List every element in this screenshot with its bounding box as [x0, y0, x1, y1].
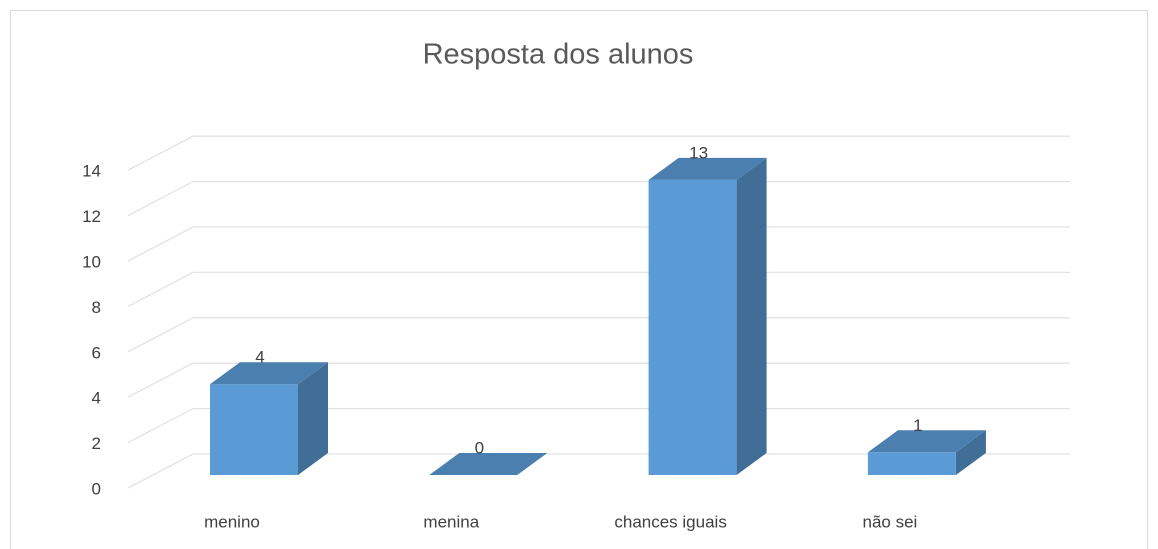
grid-line	[127, 407, 1070, 444]
value-label: 0	[475, 438, 484, 457]
value-label: 13	[689, 143, 708, 162]
bar-top	[210, 362, 328, 385]
y-tick-label: 8	[92, 298, 101, 317]
x-tick-label: menina	[423, 512, 479, 531]
bar	[867, 452, 956, 475]
bar-side	[298, 362, 328, 475]
y-tick-label: 4	[92, 389, 101, 408]
chart-title: Resposta dos alunos	[423, 39, 694, 71]
x-tick-label: menino	[204, 512, 260, 531]
y-tick-label: 12	[82, 207, 101, 226]
y-tick-label: 6	[92, 343, 101, 362]
y-tick-label: 10	[82, 252, 101, 271]
bar	[210, 384, 298, 475]
grid-line	[127, 226, 1070, 262]
bar-side	[736, 157, 767, 475]
bar-top	[867, 430, 986, 453]
grid-line	[127, 180, 1070, 217]
grid-line	[127, 362, 1070, 398]
grid-line	[127, 317, 1070, 353]
y-tick-label: 14	[82, 162, 101, 181]
value-label: 1	[913, 416, 922, 435]
bar-side	[955, 430, 986, 475]
bar	[648, 179, 737, 475]
x-tick-label: chances iguais	[614, 512, 726, 531]
grid-line	[127, 453, 1070, 489]
bar-top	[648, 157, 767, 180]
x-tick-label: não sei	[862, 512, 917, 531]
bar-top	[429, 453, 548, 475]
y-tick-label: 2	[92, 434, 101, 453]
y-tick-label: 0	[92, 479, 101, 498]
chart-frame	[10, 10, 1148, 549]
value-label: 4	[255, 348, 264, 367]
grid-line	[127, 271, 1070, 307]
grid-line	[127, 135, 1070, 171]
